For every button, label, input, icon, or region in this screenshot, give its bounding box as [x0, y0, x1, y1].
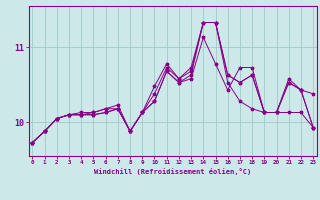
X-axis label: Windchill (Refroidissement éolien,°C): Windchill (Refroidissement éolien,°C): [94, 168, 252, 175]
